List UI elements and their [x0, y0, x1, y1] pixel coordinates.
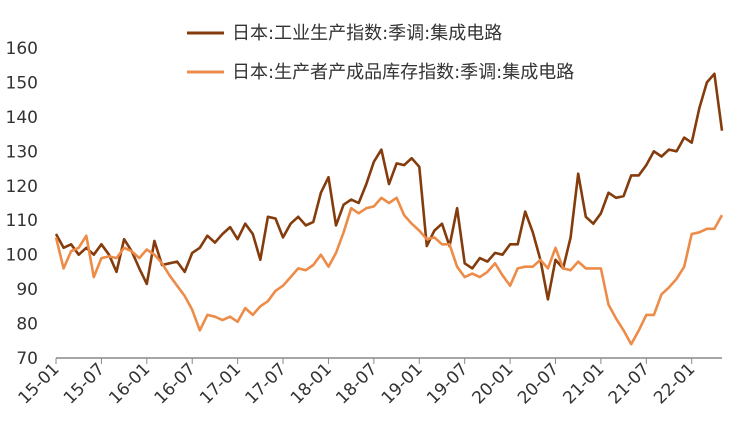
legend: 日本:工业生产指数:季调:集成电路 日本:生产者产成品库存指数:季调:集成电路	[187, 23, 574, 83]
y-tick-label: 100	[6, 246, 38, 266]
legend-label-production: 日本:工业生产指数:季调:集成电路	[232, 23, 502, 44]
y-tick-label: 90	[16, 280, 38, 300]
x-tick-label: 16-01	[105, 359, 154, 408]
x-tick-label: 21-07	[605, 359, 654, 408]
x-tick-label: 21-01	[559, 359, 608, 408]
series-line-1	[54, 196, 724, 346]
y-tick-label: 70	[16, 349, 38, 369]
plot-area	[54, 72, 724, 346]
x-tick-label: 20-07	[514, 359, 563, 408]
y-tick-label: 130	[6, 142, 38, 162]
x-axis-ticks: 15-0115-0716-0116-0717-0117-0718-0118-07…	[14, 358, 699, 408]
y-tick-label: 120	[6, 177, 38, 197]
x-tick-label: 22-01	[650, 359, 699, 408]
x-tick-label: 18-01	[287, 359, 336, 408]
y-tick-label: 160	[6, 39, 38, 59]
y-tick-label: 80	[16, 315, 38, 335]
y-tick-label: 150	[6, 73, 38, 93]
x-tick-label: 18-07	[332, 359, 381, 408]
x-tick-label: 17-07	[242, 359, 291, 408]
x-tick-label: 16-07	[151, 359, 200, 408]
y-tick-label: 110	[6, 211, 38, 231]
x-tick-label: 19-01	[378, 359, 427, 408]
y-tick-label: 140	[6, 108, 38, 128]
series-line-0	[54, 72, 724, 301]
x-tick-label: 20-01	[469, 359, 518, 408]
legend-label-inventory: 日本:生产者产成品库存指数:季调:集成电路	[232, 62, 574, 83]
y-axis-ticks: 70 80 90 100 110 120 130 140 150 160	[6, 39, 38, 369]
x-tick-label: 19-07	[423, 359, 472, 408]
x-tick-label: 15-07	[60, 359, 109, 408]
x-tick-label: 17-01	[196, 359, 245, 408]
